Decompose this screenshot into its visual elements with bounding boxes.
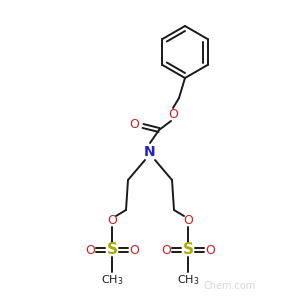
Text: S: S — [106, 242, 118, 257]
Text: CH$_3$: CH$_3$ — [101, 273, 123, 287]
Text: O: O — [183, 214, 193, 226]
Text: O: O — [205, 244, 215, 256]
Text: O: O — [85, 244, 95, 256]
Text: S: S — [182, 242, 194, 257]
Text: Chem.com: Chem.com — [204, 281, 256, 291]
Text: N: N — [144, 145, 156, 159]
Text: O: O — [107, 214, 117, 226]
Text: O: O — [168, 107, 178, 121]
Text: O: O — [129, 118, 139, 130]
Text: O: O — [129, 244, 139, 256]
Text: CH$_3$: CH$_3$ — [177, 273, 199, 287]
Text: O: O — [161, 244, 171, 256]
